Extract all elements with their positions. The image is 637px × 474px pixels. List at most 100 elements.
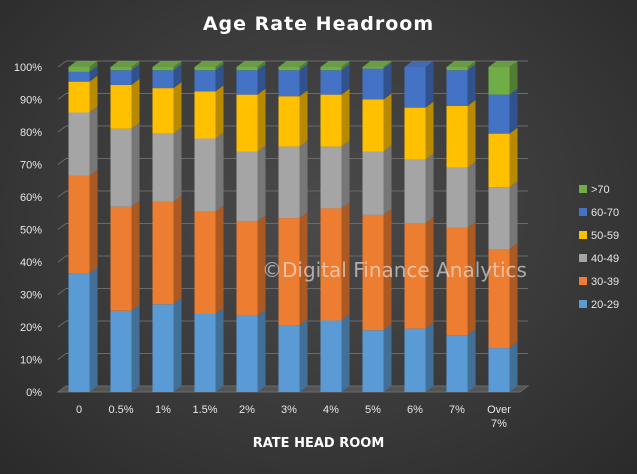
- bar-segment: [278, 218, 300, 326]
- bar-segment-side: [509, 88, 518, 134]
- bar-segment-side: [509, 181, 518, 249]
- gridline-side: [57, 320, 67, 328]
- y-tick-label: 60%: [20, 192, 42, 204]
- bar-segment: [404, 159, 426, 223]
- gridline-side: [57, 353, 67, 360]
- gridline-side: [57, 93, 67, 100]
- gridline-side: [57, 190, 67, 198]
- x-tick-label: 7%: [449, 404, 465, 416]
- bar-segment: [278, 325, 300, 392]
- legend-label: 50-59: [591, 230, 619, 242]
- bar-segment: [68, 273, 90, 392]
- bar-segment-side: [131, 78, 140, 129]
- x-tick-label: 0.5%: [108, 404, 133, 416]
- bar-segment-side: [299, 61, 308, 71]
- bar-segment: [446, 106, 468, 168]
- bar-segment-side: [89, 106, 98, 176]
- bar-segment-side: [257, 145, 266, 222]
- bar-segment-side: [89, 267, 98, 392]
- bar-segment: [446, 70, 468, 106]
- y-tick-label: 40%: [20, 257, 42, 269]
- bar-segment-side: [299, 140, 308, 219]
- bar-segment-side: [467, 161, 476, 228]
- bar-segment: [446, 227, 468, 336]
- legend-label: >70: [591, 184, 610, 196]
- bar-segment-side: [89, 61, 98, 72]
- bar-segment: [236, 221, 258, 316]
- bar-segment: [236, 151, 258, 222]
- legend-swatch: [579, 277, 587, 285]
- legend-swatch: [579, 208, 587, 216]
- bar-segment-side: [173, 82, 182, 134]
- bar-segment: [194, 314, 216, 392]
- bar-segment-side: [425, 153, 434, 223]
- bar-segment: [152, 70, 174, 89]
- legend-label: 20-29: [591, 299, 619, 311]
- bar-segment: [362, 67, 384, 69]
- bar-segment-side: [383, 61, 392, 69]
- x-axis-title: RATE HEAD ROOM: [252, 436, 385, 451]
- bar-segment-side: [257, 215, 266, 316]
- bar-segment-side: [341, 64, 350, 95]
- bar-segment: [404, 328, 426, 392]
- bar-segment: [152, 133, 174, 202]
- bar-segment: [110, 70, 132, 85]
- bar-segment: [110, 310, 132, 392]
- bar-segment: [320, 70, 342, 95]
- bar-segment: [110, 84, 132, 129]
- bar-segment: [404, 67, 426, 108]
- bar-segment: [110, 206, 132, 311]
- bar-segment-side: [467, 221, 476, 336]
- x-tick-label: 4%: [323, 404, 339, 416]
- bar-segment: [236, 315, 258, 392]
- y-tick-label: 0%: [26, 387, 42, 399]
- bar-segment-side: [131, 122, 140, 207]
- bar-segment-side: [383, 324, 392, 392]
- bar-segment-side: [131, 61, 140, 71]
- bar-segment-side: [383, 93, 392, 152]
- legend-swatch: [579, 254, 587, 262]
- bar-segment-side: [215, 64, 224, 92]
- x-tick-label: 6%: [407, 404, 423, 416]
- gridline-side: [57, 158, 67, 165]
- bar-segment-side: [299, 90, 308, 147]
- bar-segment: [278, 70, 300, 97]
- bar-segment: [152, 67, 174, 71]
- bar-top: [194, 61, 224, 67]
- gridline-side: [57, 60, 67, 68]
- bar-segment-side: [257, 88, 266, 152]
- bar-segment: [68, 175, 90, 274]
- bar-segment: [488, 133, 510, 188]
- bar-segment-side: [467, 329, 476, 392]
- bar-segment: [68, 112, 90, 176]
- bar-segment-side: [383, 208, 392, 331]
- bar-segment: [68, 71, 90, 82]
- bar-segment-side: [341, 140, 350, 209]
- bar-segment: [152, 201, 174, 305]
- bar-segment: [362, 99, 384, 152]
- chart-title: Age Rate Headroom: [202, 13, 435, 35]
- bar-segment: [488, 249, 510, 349]
- bar-top: [278, 61, 308, 67]
- bar-segment-side: [173, 127, 182, 202]
- bar-segment: [152, 88, 174, 134]
- gridline-side: [57, 255, 67, 263]
- bar-segment: [152, 304, 174, 392]
- bar-segment-side: [299, 319, 308, 392]
- bar-segment: [446, 167, 468, 228]
- bar-segment-side: [131, 200, 140, 311]
- x-tick-label: 1.5%: [192, 404, 217, 416]
- gridline-side: [57, 223, 67, 230]
- bar-segment-side: [467, 61, 476, 71]
- bar-segment: [320, 208, 342, 321]
- bar-segment: [362, 214, 384, 331]
- bar-segment: [278, 96, 300, 147]
- bar-segment: [194, 70, 216, 92]
- bar-segment-side: [425, 61, 434, 108]
- bar-segment-side: [173, 195, 182, 305]
- y-tick-label: 80%: [20, 127, 42, 139]
- bar-top: [236, 61, 266, 67]
- bar-segment: [488, 348, 510, 392]
- bar-segment-side: [341, 202, 350, 321]
